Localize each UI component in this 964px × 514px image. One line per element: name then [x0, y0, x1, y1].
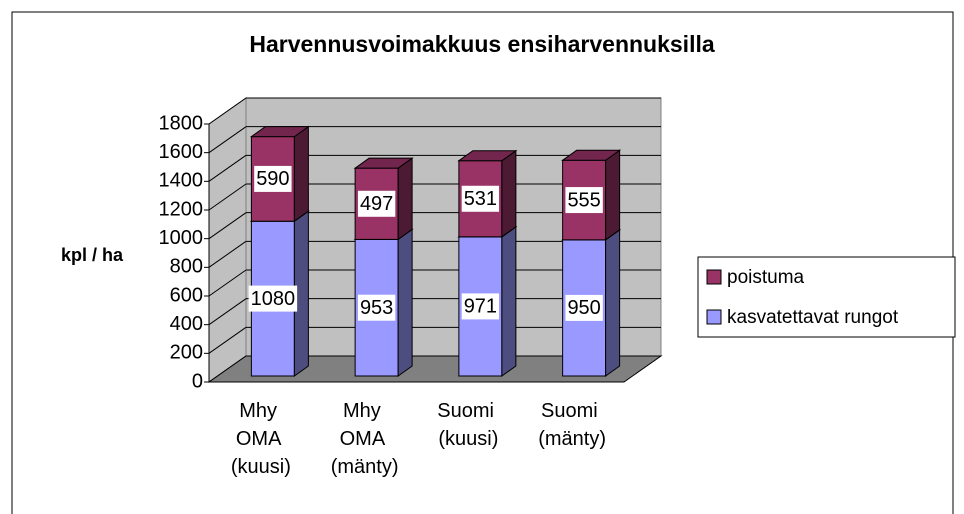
bar-side	[397, 228, 413, 377]
x-tick-line: (kuusi)	[438, 428, 498, 450]
bar-side	[501, 149, 517, 238]
grid-line	[208, 97, 247, 125]
value-label-box	[461, 293, 500, 320]
x-tick-line: OMA	[236, 428, 286, 450]
bar-top	[353, 157, 414, 169]
y-tick-label: 1200	[159, 198, 204, 220]
value-label: 555	[567, 189, 600, 211]
value-label-box	[357, 190, 396, 217]
grid-line	[208, 212, 247, 240]
bar-side	[501, 225, 517, 377]
grid-line	[208, 298, 247, 326]
x-tick-line: OMA	[340, 428, 390, 450]
y-axis-label: kpl / ha	[61, 245, 124, 265]
x-tick-line: (kuusi)	[231, 456, 291, 478]
y-tick-label: 800	[170, 256, 203, 278]
bar-side	[397, 157, 413, 241]
value-label: 531	[464, 188, 497, 210]
y-tick-label: 1800	[159, 112, 204, 134]
chart-title: Harvennusvoimakkuus ensiharvennuksilla	[249, 31, 715, 57]
value-label-box	[565, 294, 603, 321]
x-tick-line: Suomi	[541, 400, 603, 422]
y-tick-label: 1000	[159, 227, 204, 249]
legend-label: poistuma	[727, 267, 805, 288]
legend-label: kasvatettavat rungot	[727, 307, 899, 328]
value-label: 497	[360, 193, 393, 215]
x-tick-line: Suomi	[437, 400, 499, 422]
y-tick-label: 400	[170, 313, 203, 335]
y-tick-label: 1600	[159, 141, 204, 163]
value-label: 950	[567, 297, 600, 319]
bar-top	[561, 149, 622, 161]
value-label-box	[248, 285, 298, 312]
side-wall	[208, 97, 247, 383]
x-tick-line: (mänty)	[331, 456, 399, 478]
bar-side	[605, 228, 621, 377]
x-tick-line: Mhy	[343, 400, 386, 422]
x-tick-label: Suomi (kuusi)	[437, 400, 499, 450]
legend-swatch	[706, 309, 722, 325]
bar-top	[249, 126, 310, 138]
grid-line	[208, 326, 247, 354]
legend-box	[697, 256, 956, 338]
bar-side	[605, 149, 621, 241]
value-label-box	[254, 165, 292, 192]
value-label-box	[357, 294, 396, 321]
y-tick-label: 200	[170, 342, 203, 364]
value-label-box	[461, 185, 500, 212]
y-tick-label: 600	[170, 284, 203, 306]
value-label-box	[565, 187, 603, 214]
value-label: 590	[256, 168, 289, 190]
y-tick-label: 1400	[159, 170, 204, 192]
grid-line	[208, 126, 247, 154]
x-tick-label: Mhy OMA (mänty)	[331, 400, 399, 478]
value-label: 1080	[251, 288, 296, 310]
bar-top	[457, 150, 518, 162]
grid-line	[208, 269, 247, 297]
bar-side	[293, 125, 309, 223]
grid-line	[208, 154, 247, 182]
grid-line	[208, 240, 247, 268]
y-tick-label: 0	[192, 370, 203, 392]
x-tick-line: Mhy	[239, 400, 282, 422]
x-tick-label: Suomi (mänty)	[538, 400, 606, 450]
x-tick-label: Mhy OMA (kuusi)	[231, 400, 291, 478]
legend-swatch	[706, 269, 722, 285]
value-label: 953	[360, 297, 393, 319]
value-label: 971	[464, 296, 497, 318]
grid-line	[208, 183, 247, 211]
x-tick-line: (mänty)	[538, 428, 606, 450]
